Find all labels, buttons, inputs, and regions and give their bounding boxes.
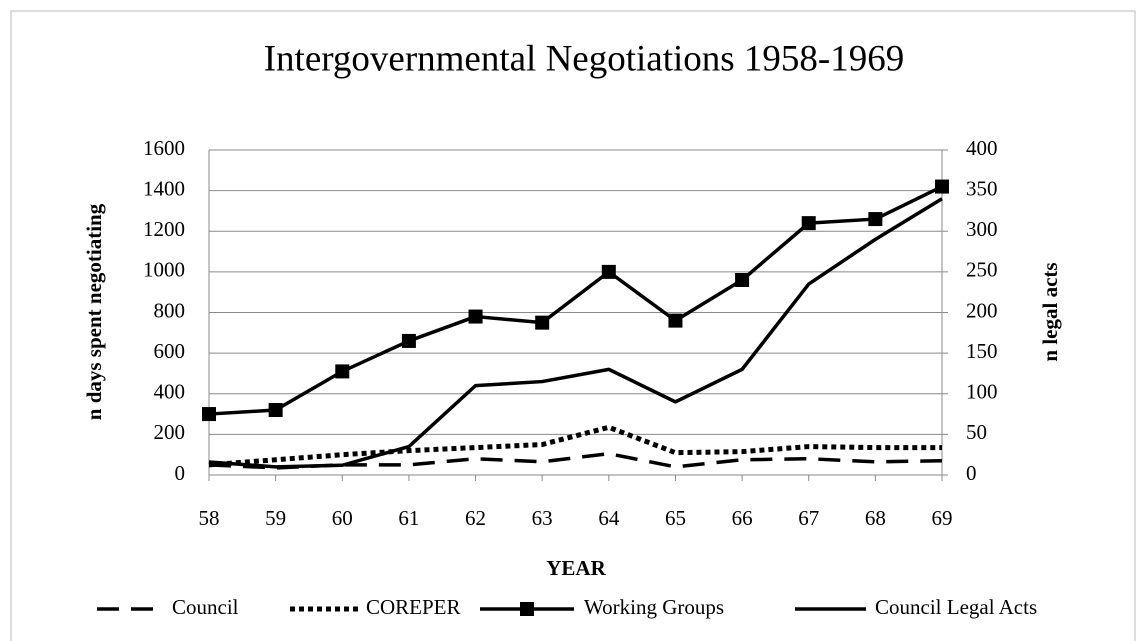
y2-tick-label: 250 [966,258,998,282]
point-marker [935,179,949,194]
y-tick-label: 800 [154,298,186,322]
point-marker [268,403,283,417]
x-tick-label: 69 [932,506,953,530]
point-marker [401,333,416,348]
y-tick-label: 1000 [143,258,185,282]
y2-axis-title: n legal acts [1038,262,1062,361]
x-tick-label: 62 [465,506,486,530]
point-marker [801,216,816,231]
chart-frame [10,10,1136,641]
x-axis-title: YEAR [546,556,606,580]
point-marker [335,364,350,379]
y-tick-label: 1200 [143,217,185,241]
x-tick-label: 58 [199,506,220,530]
y-tick-label: 1600 [143,136,185,160]
point-marker [668,313,683,328]
chart-title: Intergovernmental Negotiations 1958-1969 [264,38,905,79]
y-tick-label: 0 [175,461,186,485]
y-tick-label: 400 [154,380,186,404]
x-tick-label: 66 [732,506,753,530]
x-tick-label: 67 [798,506,819,530]
series-line [208,184,943,416]
y-tick-label: 600 [154,339,186,363]
point-marker [868,212,883,227]
legend-label: COREPER [366,595,461,619]
y2-tick-label: 100 [966,380,998,404]
point-marker [468,309,483,324]
legend-label: Council [172,595,239,619]
x-tick-label: 64 [598,506,620,530]
legend-marker [520,602,534,616]
x-tick-label: 63 [532,506,553,530]
x-tick-label: 60 [332,506,353,530]
x-tick-label: 65 [665,506,686,530]
x-tick-label: 59 [265,506,286,530]
y2-tick-label: 150 [966,339,998,363]
legend-label: Working Groups [584,595,724,619]
point-marker [202,407,216,422]
y-tick-label: 200 [154,420,186,444]
y2-tick-label: 350 [966,176,998,200]
y2-tick-label: 200 [966,298,998,322]
y2-tick-label: 0 [966,461,977,485]
point-marker [601,264,616,279]
y-axis-title: n days spent negotiating [82,203,106,420]
point-marker [535,315,550,330]
legend-label: Council Legal Acts [875,595,1037,619]
x-tick-label: 68 [865,506,886,530]
point-marker [735,273,750,287]
y2-tick-label: 300 [966,217,998,241]
x-tick-label: 61 [398,506,419,530]
y-tick-label: 1400 [143,176,185,200]
y2-tick-label: 400 [966,136,998,160]
series-line [208,197,943,469]
y2-tick-label: 50 [966,420,987,444]
